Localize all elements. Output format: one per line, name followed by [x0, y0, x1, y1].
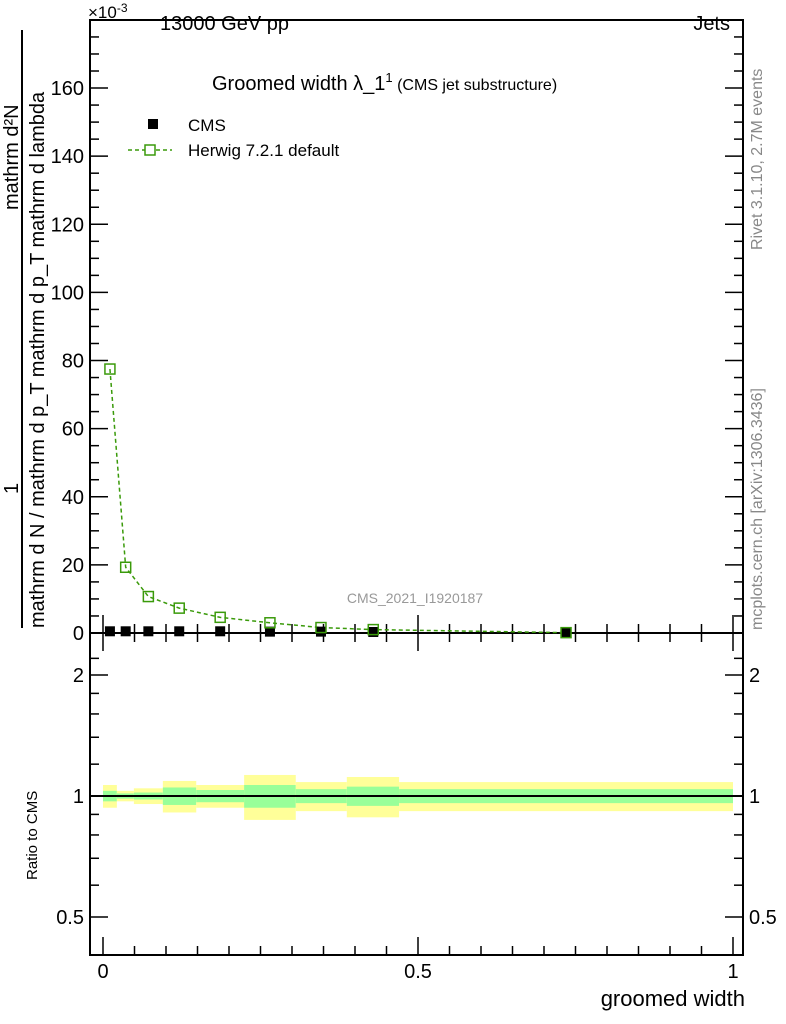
herwig-point [214, 611, 226, 624]
ratio-y-tick-label: 2 [73, 665, 84, 687]
y-axis-label-numerator-right: mathrm d²N [1, 104, 23, 210]
ratio-y-tick-label: 0.5 [749, 907, 777, 929]
herwig-point [560, 626, 572, 639]
y-tick-label: 40 [62, 487, 84, 509]
y-tick-label: 100 [51, 282, 84, 304]
herwig-point [315, 621, 327, 634]
ratio-y-tick-label: 2 [749, 665, 760, 687]
y-axis-label-numerator-left: 1 [1, 483, 23, 494]
legend-herwig-marker [144, 144, 156, 156]
y-tick-label: 140 [51, 146, 84, 168]
herwig-line [109, 368, 567, 634]
category-label: Jets [693, 13, 730, 35]
y-tick-label: 0 [73, 623, 84, 645]
ratio-y-tick-label: 1 [749, 786, 760, 808]
cms-point [215, 626, 226, 637]
cms-point [174, 626, 185, 637]
herwig-point [173, 602, 185, 614]
analysis-id: CMS_2021_I1920187 [347, 590, 483, 606]
y-exponent: ×10-3 [88, 1, 128, 22]
y-tick-label: 80 [62, 351, 84, 373]
herwig-point [264, 617, 276, 629]
legend-cms-label: CMS [188, 116, 226, 135]
legend-cms-marker [148, 119, 158, 129]
ratio-y-tick-label: 1 [73, 786, 84, 808]
y-axis-label-denominator: mathrm d N / mathrm d p_T mathrm d p_T m… [27, 91, 49, 628]
y-tick-label: 20 [62, 555, 84, 577]
ratio-frame [89, 632, 744, 956]
cms-point [104, 626, 115, 637]
cms-point [120, 626, 131, 637]
herwig-point [142, 590, 155, 603]
y-tick-label: 60 [62, 419, 84, 441]
plot-title: Groomed width λ_11 (CMS jet substructure… [212, 70, 557, 95]
mcplots-credit: mcplots.cern.ch [arXiv:1306.3436] [749, 388, 766, 630]
cms-point [368, 626, 379, 637]
rivet-version: Rivet 3.1.10, 2.7M events [749, 69, 766, 250]
herwig-point [119, 561, 132, 574]
herwig-point [367, 623, 380, 636]
x-axis-label: groomed width [601, 986, 745, 1011]
x-tick-label: 1 [727, 961, 738, 983]
energy-label: 13000 GeV pp [160, 13, 289, 35]
y-tick-label: 160 [51, 78, 84, 100]
main-frame [89, 19, 744, 634]
herwig-point [104, 363, 116, 375]
x-tick-label: 0 [97, 961, 108, 983]
ratio-y-tick-label: 0.5 [56, 907, 84, 929]
cms-point [143, 626, 154, 637]
y-tick-label: 120 [51, 214, 84, 236]
x-tick-label: 0.5 [404, 961, 432, 983]
cms-point [561, 627, 572, 638]
cms-point [315, 626, 326, 637]
cms-point [264, 626, 275, 637]
legend-herwig-label: Herwig 7.2.1 default [188, 141, 339, 160]
ratio-y-axis-label: Ratio to CMS [24, 791, 41, 880]
